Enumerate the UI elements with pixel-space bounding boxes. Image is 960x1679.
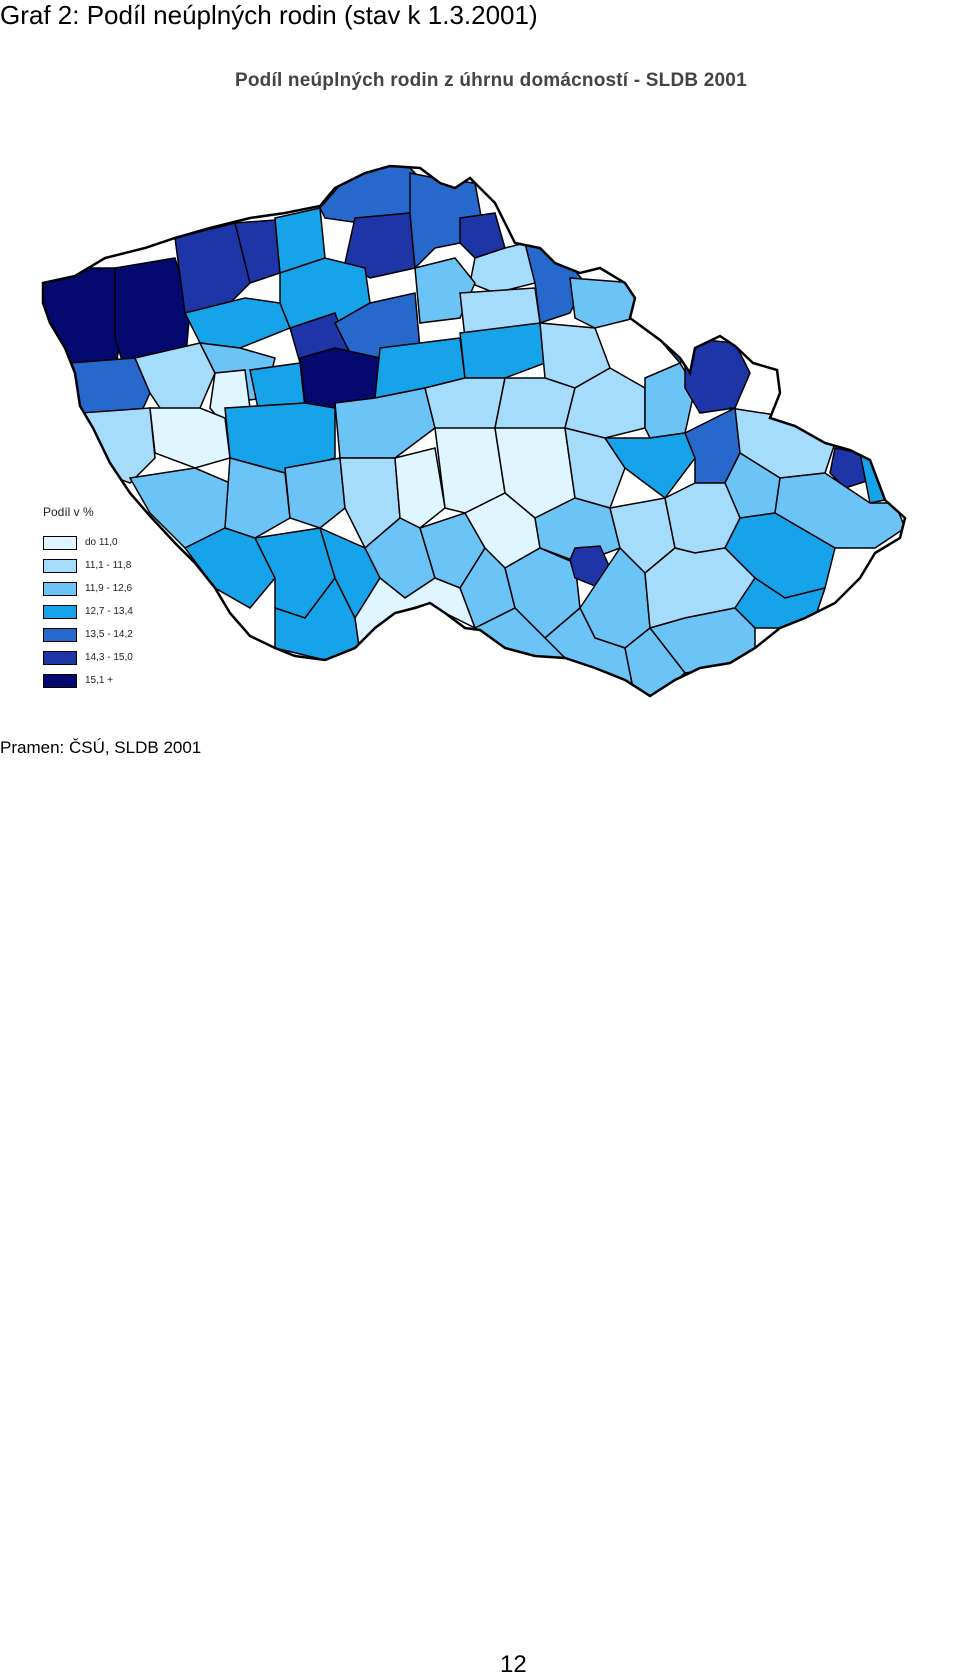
legend-item: 14,3 - 15,0 <box>43 646 193 669</box>
map-legend: Podíl v % do 11,0 11,1 - 11,8 11,9 - 12,… <box>43 505 193 692</box>
district <box>394 447 446 529</box>
legend-label: do 11,0 <box>85 537 118 548</box>
district <box>344 212 416 279</box>
legend-label: 11,9 - 12,6 <box>85 583 133 594</box>
legend-item: 13,5 - 14,2 <box>43 623 193 646</box>
district <box>734 576 827 629</box>
district <box>653 322 696 365</box>
legend-swatch <box>43 535 77 550</box>
legend-item: 15,1 + <box>43 669 193 692</box>
legend-swatch <box>43 558 77 573</box>
legend-swatch <box>43 627 77 642</box>
district <box>79 407 156 484</box>
legend-swatch <box>43 581 77 596</box>
district <box>459 322 546 379</box>
legend-swatch <box>43 650 77 665</box>
legend-item: 11,1 - 11,8 <box>43 554 193 577</box>
page-number: 12 <box>500 1651 527 1678</box>
legend-item: do 11,0 <box>43 531 193 554</box>
czech-districts-map <box>41 164 907 698</box>
legend-label: 12,7 - 13,4 <box>85 606 133 617</box>
map-title: Podíl neúplných rodin z úhrnu domácností… <box>235 70 747 91</box>
legend-swatch <box>43 673 77 688</box>
district <box>224 457 291 539</box>
legend-label: 13,5 - 14,2 <box>85 629 133 640</box>
legend-label: 15,1 + <box>85 675 114 686</box>
legend-item: 11,9 - 12,6 <box>43 577 193 600</box>
legend-swatch <box>43 604 77 619</box>
choropleth-figure: Podíl neúplných rodin z úhrnu domácností… <box>35 58 945 698</box>
district <box>284 457 346 529</box>
country-border <box>41 164 907 698</box>
legend-title: Podíl v % <box>43 505 94 519</box>
legend-label: 14,3 - 15,0 <box>85 652 133 663</box>
figure-caption: Graf 2: Podíl neúplných rodin (stav k 1.… <box>0 0 538 30</box>
source-note: Pramen: ČSÚ, SLDB 2001 <box>0 738 202 757</box>
district <box>564 427 626 509</box>
legend-item: 12,7 - 13,4 <box>43 600 193 623</box>
district <box>149 407 231 469</box>
legend-label: 11,1 - 11,8 <box>85 560 132 571</box>
